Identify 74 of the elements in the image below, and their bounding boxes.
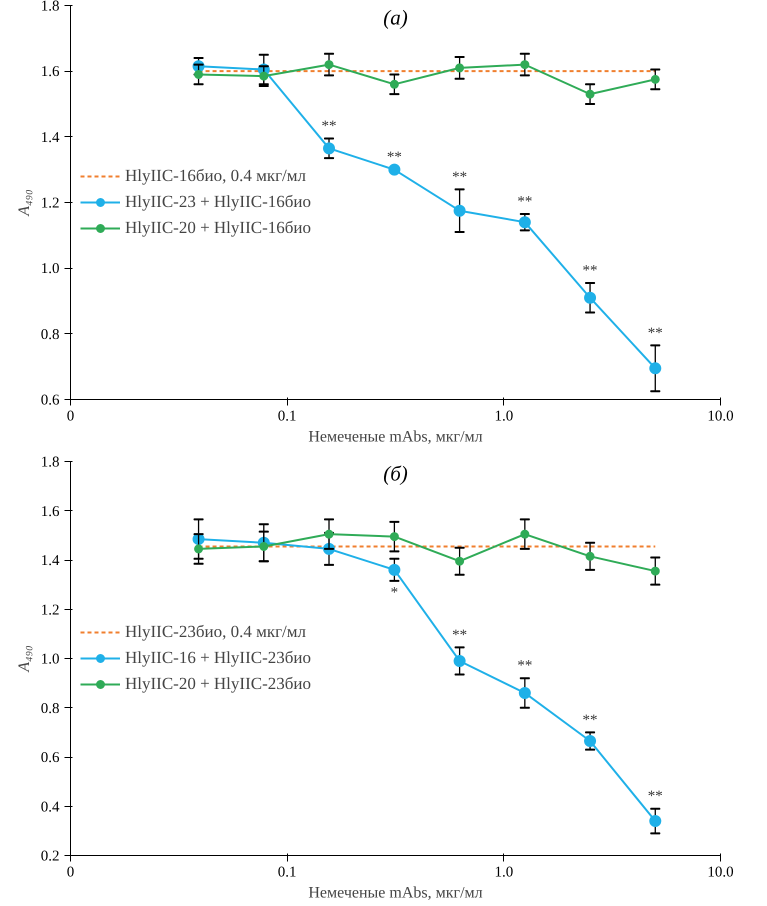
annotation: ** [582, 262, 598, 279]
y-tick-label: 1.2 [40, 602, 60, 618]
y-tick-label: 1.0 [40, 652, 60, 668]
annotation: ** [582, 712, 598, 728]
y-tick-label: 0.6 [40, 750, 60, 766]
y-axis-title: A₄₉₀ [16, 645, 33, 673]
annotation: ** [452, 627, 468, 644]
y-tick-label: 0.8 [40, 700, 60, 717]
point [388, 564, 400, 576]
y-tick-label: 0.8 [40, 326, 60, 343]
point [324, 530, 334, 539]
point [649, 815, 662, 828]
point [586, 90, 595, 99]
annotation: ** [648, 325, 663, 342]
legend-label: HlyIIC-16 + HlyIIC-23био [125, 648, 311, 668]
point [455, 556, 464, 566]
y-tick-label: 1.6 [40, 64, 60, 80]
point [518, 216, 531, 228]
point [259, 72, 268, 81]
point [584, 735, 596, 747]
point [194, 70, 204, 79]
y-tick-label: 1.4 [40, 130, 60, 146]
point [650, 74, 660, 84]
y-tick-label: 0.4 [40, 799, 60, 816]
y-tick-label: 1.2 [40, 196, 60, 212]
annotation: ** [517, 194, 532, 210]
y-tick-label: 1.4 [40, 553, 60, 569]
point [518, 686, 531, 699]
annotation: ** [386, 150, 402, 166]
y-tick-label: 0.6 [40, 392, 60, 408]
annotation: ** [517, 658, 532, 674]
x-tick-label: 1.0 [494, 408, 514, 424]
point [650, 566, 660, 576]
point [390, 532, 399, 542]
x-tick-label: 0 [66, 408, 74, 424]
point [520, 530, 530, 539]
legend-label: HlyIIC-20 + HlyIIC-23био [125, 674, 311, 694]
legend-label: HlyIIC-16био, 0.4 мкг/мл [125, 166, 306, 186]
y-tick-label: 1.6 [40, 504, 60, 520]
x-axis-title: Немеченые mAbs, мкг/мл [308, 428, 483, 446]
legend-label: HlyIIC-23био, 0.4 мкг/мл [125, 622, 306, 642]
x-tick-label: 10.0 [707, 408, 734, 424]
y-tick-label: 1.0 [40, 261, 60, 278]
point [323, 142, 336, 154]
annotation: * [390, 584, 398, 601]
x-tick-label: 10.0 [707, 864, 734, 880]
legend-label: HlyIIC-23 + HlyIIC-16био [125, 192, 311, 212]
annotation: ** [322, 118, 337, 134]
point [520, 60, 530, 70]
y-tick-label: 1.8 [40, 454, 60, 470]
y-tick-label: 1.8 [40, 0, 60, 14]
y-tick-label: 0.2 [40, 848, 60, 864]
point [649, 362, 662, 374]
y-axis-title: A₄₉₀ [16, 189, 33, 217]
x-tick-label: 1.0 [494, 864, 514, 880]
annotation: ** [452, 169, 468, 186]
point [324, 60, 334, 70]
point [455, 63, 464, 72]
x-tick-label: 0.1 [278, 408, 297, 424]
x-tick-label: 0.1 [278, 864, 297, 880]
point [584, 292, 596, 304]
x-tick-label: 0 [66, 864, 74, 880]
point [388, 164, 400, 176]
point [390, 80, 399, 89]
annotation: ** [648, 788, 663, 805]
x-axis-title: Немеченые mAbs, мкг/мл [308, 884, 483, 902]
chart-title: (a) [383, 6, 408, 30]
chart-title: (б) [383, 462, 408, 486]
point [194, 544, 204, 554]
point [454, 204, 466, 217]
point [586, 552, 595, 561]
point [259, 542, 268, 551]
point [454, 654, 466, 667]
legend-label: HlyIIC-20 + HlyIIC-16био [125, 218, 311, 238]
